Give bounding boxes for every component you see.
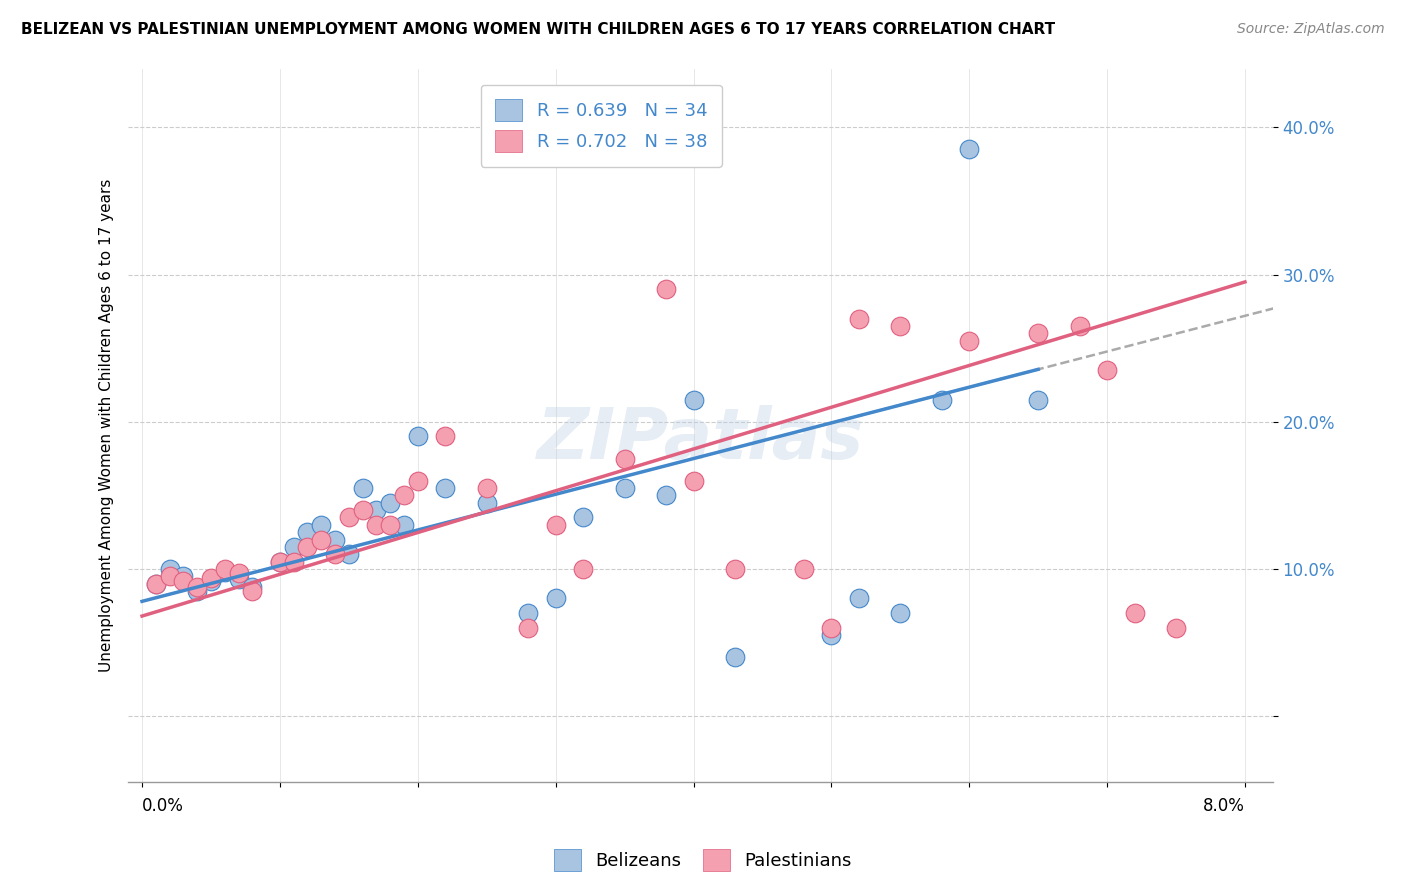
Point: [309, 517, 332, 532]
Point: [297, 540, 319, 554]
Point: [297, 525, 319, 540]
Point: [848, 311, 870, 326]
Point: [366, 503, 388, 517]
Point: [724, 562, 747, 576]
Point: [186, 580, 208, 594]
Point: [172, 569, 194, 583]
Point: [572, 510, 595, 524]
Text: 0.0%: 0.0%: [142, 797, 184, 815]
Text: Source: ZipAtlas.com: Source: ZipAtlas.com: [1237, 22, 1385, 37]
Point: [366, 517, 388, 532]
Point: [145, 576, 167, 591]
Point: [159, 569, 181, 583]
Point: [392, 517, 415, 532]
Point: [848, 591, 870, 606]
Point: [931, 392, 953, 407]
Point: [655, 282, 678, 296]
Point: [406, 429, 429, 443]
Y-axis label: Unemployment Among Women with Children Ages 6 to 17 years: Unemployment Among Women with Children A…: [100, 178, 114, 673]
Point: [228, 572, 250, 586]
Point: [544, 591, 567, 606]
Point: [517, 621, 540, 635]
Point: [793, 562, 815, 576]
Point: [957, 143, 980, 157]
Point: [240, 580, 263, 594]
Point: [380, 517, 402, 532]
Point: [337, 547, 360, 561]
Point: [572, 562, 595, 576]
Text: BELIZEAN VS PALESTINIAN UNEMPLOYMENT AMONG WOMEN WITH CHILDREN AGES 6 TO 17 YEAR: BELIZEAN VS PALESTINIAN UNEMPLOYMENT AMO…: [21, 22, 1056, 37]
Point: [1095, 363, 1118, 377]
Point: [352, 503, 374, 517]
Point: [517, 606, 540, 620]
Text: ZIPatlas: ZIPatlas: [537, 405, 865, 475]
Point: [309, 533, 332, 547]
Point: [337, 510, 360, 524]
Legend: R = 0.639   N = 34, R = 0.702   N = 38: R = 0.639 N = 34, R = 0.702 N = 38: [481, 85, 721, 167]
Point: [434, 481, 457, 495]
Point: [323, 533, 346, 547]
Point: [269, 555, 291, 569]
Point: [820, 628, 842, 642]
Point: [889, 606, 911, 620]
Point: [145, 576, 167, 591]
Point: [475, 481, 498, 495]
Point: [475, 496, 498, 510]
Text: 8.0%: 8.0%: [1204, 797, 1244, 815]
Point: [200, 571, 222, 585]
Point: [655, 488, 678, 502]
Point: [269, 555, 291, 569]
Point: [1026, 392, 1049, 407]
Legend: Belizeans, Palestinians: Belizeans, Palestinians: [547, 842, 859, 879]
Point: [352, 481, 374, 495]
Point: [1123, 606, 1146, 620]
Point: [392, 488, 415, 502]
Point: [214, 562, 236, 576]
Point: [957, 334, 980, 348]
Point: [380, 496, 402, 510]
Point: [682, 392, 704, 407]
Point: [1164, 621, 1187, 635]
Point: [240, 584, 263, 599]
Point: [434, 429, 457, 443]
Point: [159, 562, 181, 576]
Point: [724, 650, 747, 665]
Point: [200, 574, 222, 588]
Point: [820, 621, 842, 635]
Point: [172, 574, 194, 588]
Point: [214, 565, 236, 579]
Point: [406, 474, 429, 488]
Point: [323, 547, 346, 561]
Point: [889, 319, 911, 334]
Point: [613, 481, 636, 495]
Point: [228, 566, 250, 581]
Point: [1069, 319, 1091, 334]
Point: [186, 584, 208, 599]
Point: [283, 540, 305, 554]
Point: [283, 555, 305, 569]
Point: [613, 451, 636, 466]
Point: [682, 474, 704, 488]
Point: [1026, 326, 1049, 341]
Point: [544, 517, 567, 532]
